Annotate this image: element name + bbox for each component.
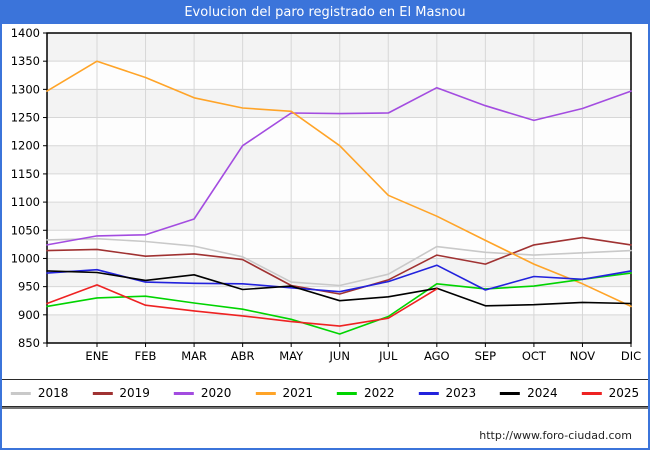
legend-item-2025: 2025 [581,386,640,400]
legend-year-label: 2024 [527,386,558,400]
y-tick-label: 1250 [11,111,40,125]
legend-year-label: 2020 [200,386,232,400]
x-tick-label: MAR [181,349,207,363]
series-line-2021 [46,60,632,308]
legend-item-2024: 2024 [500,386,558,400]
legend-swatch-2020 [173,391,194,395]
x-tick-label: JUL [378,349,398,363]
y-tick-label: 1150 [11,167,40,181]
x-tick-label: AGO [424,349,450,363]
plot-band [47,202,631,231]
legend-year-label: 2023 [445,386,477,400]
legend-year-label: 2021 [282,386,313,400]
series-line-2024 [46,270,632,307]
x-tick-label: OCT [522,349,547,363]
plot-band [47,258,631,287]
plot-band [47,145,631,174]
plot-band [47,61,631,90]
legend-year-label: 2025 [608,386,640,400]
legend-item-2021: 2021 [255,386,313,400]
x-tick-label: MAY [279,349,304,363]
legend-swatch-2018 [10,391,31,395]
x-tick-label: SEP [475,349,497,363]
legend-item-2019: 2019 [92,386,150,400]
x-tick-label: NOV [570,349,595,363]
legend-item-2022: 2022 [337,386,395,400]
legend-year-label: 2019 [119,386,150,400]
x-tick-label: ENE [85,349,108,363]
plot-frame [46,32,632,344]
y-tick-label: 1400 [11,26,40,40]
y-tick-label: 1300 [11,82,40,96]
x-tick-label: FEB [135,349,157,363]
y-tick-label: 1050 [11,223,40,237]
plot-band [47,314,631,343]
legend-year-label: 2022 [364,386,395,400]
x-tick-label: ABR [231,349,255,363]
plot-band [47,33,631,62]
legend-item-2023: 2023 [418,386,477,400]
legend-swatch-2022 [337,391,357,395]
x-tick-label: JUN [329,349,350,363]
y-tick-label: 1100 [11,195,40,209]
series-line-2018 [46,237,632,287]
legend-item-2020: 2020 [173,386,232,400]
y-tick-label: 1200 [11,139,40,153]
series-line-2019 [46,236,632,295]
legend-swatch-2023 [418,391,439,395]
y-tick-label: 1350 [11,54,40,68]
legend-year-label: 2018 [37,386,69,400]
y-tick-label: 950 [18,280,40,294]
legend-swatch-2024 [500,391,521,395]
y-tick-label: 850 [18,336,40,350]
footer-url-link[interactable]: http://www.foro-ciudad.com [479,429,632,442]
legend-swatch-2025 [581,391,602,395]
series-line-2025 [46,284,438,327]
legend-swatch-2021 [255,391,276,395]
legend-swatch-2019 [92,391,113,395]
series-line-2023 [46,264,632,293]
y-tick-label: 1000 [11,251,40,265]
chart-legend: 2018 2019 2020 2021 2022 2023 2024 2025 [2,379,648,407]
series-line-2020 [46,86,632,246]
plot-band [47,117,631,146]
series-line-2022 [46,272,632,335]
legend-item-2018: 2018 [10,386,69,400]
y-tick-label: 900 [18,308,40,322]
plot-band [47,173,631,203]
x-tick-label: DIC [621,349,641,363]
page-title: Evolucion del paro registrado en El Masn… [2,2,648,24]
